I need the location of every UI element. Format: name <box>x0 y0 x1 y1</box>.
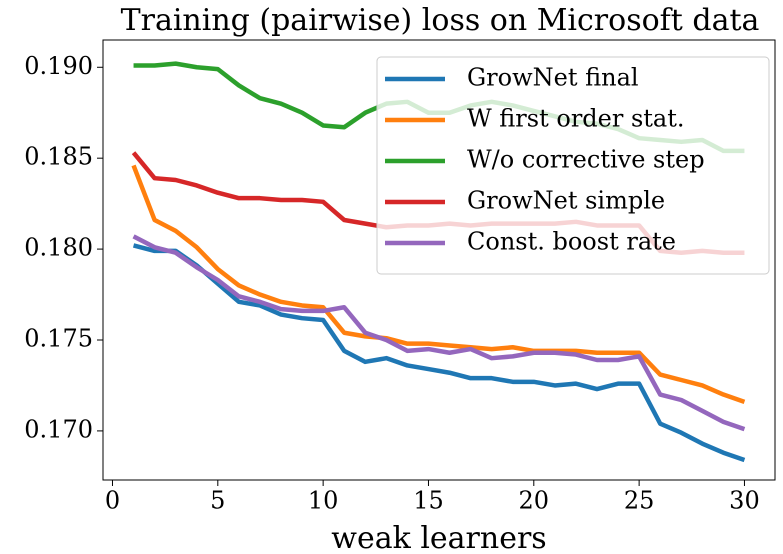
line-series <box>131 164 746 404</box>
y-tick-label: 0.185 <box>24 143 93 171</box>
legend-label: GrowNet simple <box>467 187 665 215</box>
x-tick-label: 10 <box>308 487 339 515</box>
x-tick-label: 30 <box>729 487 760 515</box>
line-series <box>132 234 746 432</box>
plot-frame <box>102 39 776 481</box>
legend-label: W first order stat. <box>467 105 685 133</box>
x-tick-label: 25 <box>624 487 655 515</box>
y-tick-label: 0.190 <box>24 52 93 80</box>
chart-title: Training (pairwise) loss on Microsoft da… <box>121 3 760 38</box>
y-tick-label: 0.175 <box>24 325 93 353</box>
legend-label: W/o corrective step <box>467 146 705 174</box>
x-tick-label: 5 <box>210 487 225 515</box>
legend-label: GrowNet final <box>467 64 639 92</box>
x-tick-label: 15 <box>413 487 444 515</box>
y-tick-label: 0.170 <box>24 415 93 443</box>
line-series <box>132 243 746 463</box>
x-tick-label: 0 <box>105 487 120 515</box>
y-tick-label: 0.180 <box>24 234 93 262</box>
legend-label: Const. boost rate <box>467 228 676 256</box>
legend-box <box>376 56 770 275</box>
x-axis-label: weak learners <box>331 521 546 554</box>
x-tick-label: 20 <box>519 487 550 515</box>
